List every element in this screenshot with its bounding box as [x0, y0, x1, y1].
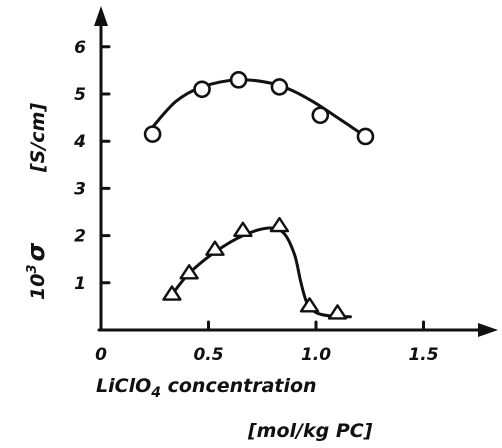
y-tick-label: 4 [73, 132, 86, 152]
x-tick-label: 0.5 [193, 345, 223, 365]
fit-curves [151, 78, 367, 319]
x-tick-label: 1.0 [301, 345, 331, 365]
triangle-point [327, 304, 348, 320]
triangle-point [162, 285, 182, 301]
x-tick-label: 0 [95, 345, 107, 365]
axes [94, 6, 498, 337]
x-axis-label: LiClO4 concentration [96, 375, 317, 401]
y-tick-label: 2 [74, 227, 86, 247]
x-tick-label: 1.5 [408, 345, 438, 365]
triangle-point [179, 264, 199, 280]
y-tick-label: 5 [74, 85, 86, 105]
circle-point [270, 78, 289, 96]
circle-point [143, 125, 162, 143]
y-axis-unit: [S/cm] [27, 103, 49, 173]
fit-curve-1 [151, 78, 367, 138]
triangle-point [269, 216, 290, 233]
circle-point [193, 80, 211, 99]
fit-curve-2 [170, 226, 352, 319]
triangle-point [205, 240, 225, 256]
x-axis-arrow [478, 323, 498, 337]
y-axis-arrow [94, 6, 108, 26]
circle-point [356, 127, 375, 146]
x-axis-unit: [mol/kg PC] [247, 420, 373, 442]
y-tick-label: 3 [74, 179, 86, 199]
triangle-point [299, 297, 320, 313]
y-tick-label: 6 [74, 38, 86, 58]
y-tick-label: 1 [74, 274, 86, 294]
y-axis-label: 103σ [22, 243, 50, 301]
circle-point [311, 106, 330, 125]
circle-point [229, 71, 248, 89]
data-points [143, 71, 375, 320]
ticks: 0 0.5 1.0 1.5 1 2 3 4 5 6 [73, 38, 438, 365]
triangle-point [233, 221, 253, 238]
